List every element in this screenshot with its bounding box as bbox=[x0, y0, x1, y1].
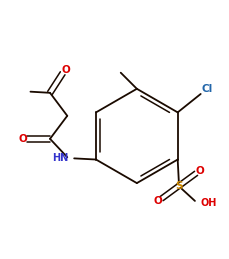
Text: O: O bbox=[153, 196, 162, 206]
Text: S: S bbox=[174, 181, 182, 191]
Text: Cl: Cl bbox=[201, 84, 212, 94]
Text: O: O bbox=[194, 166, 203, 176]
Text: HN: HN bbox=[52, 153, 68, 163]
Text: O: O bbox=[61, 65, 70, 75]
Text: O: O bbox=[18, 134, 27, 144]
Text: OH: OH bbox=[200, 198, 216, 208]
